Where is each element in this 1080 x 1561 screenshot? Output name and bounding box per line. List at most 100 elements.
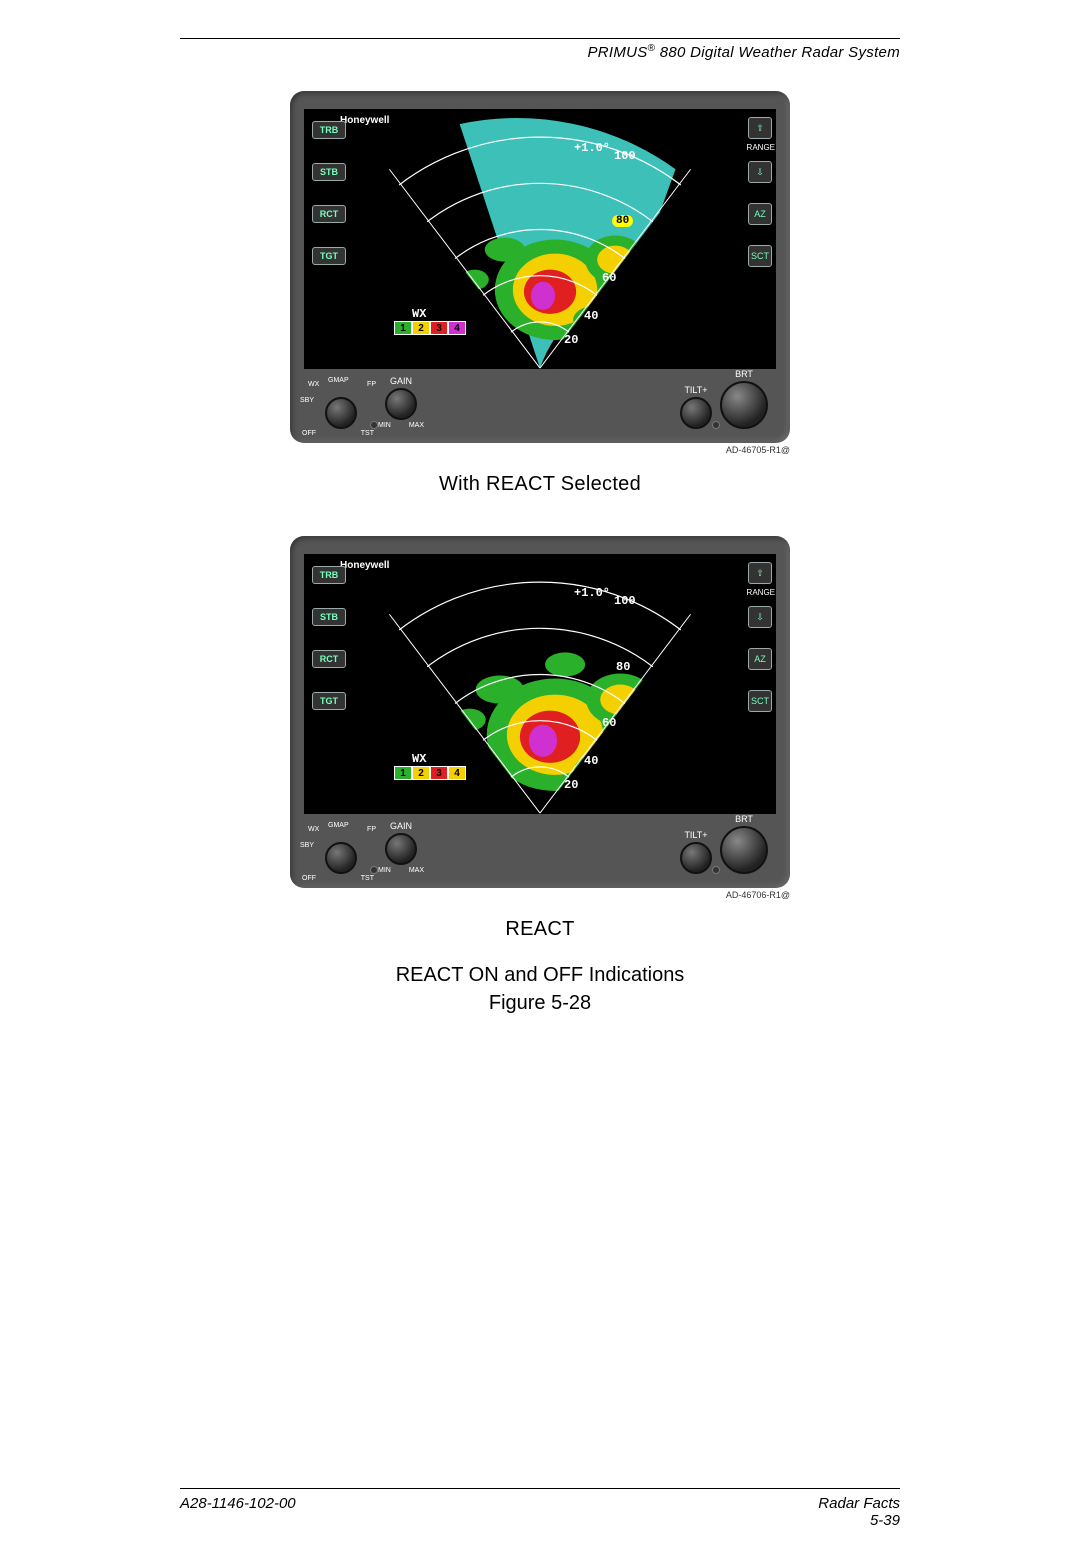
gain-label: GAIN <box>390 821 412 831</box>
gain-group: GAIN MIN MAX <box>378 376 424 429</box>
radar-bezel: Honeywell <box>290 91 790 443</box>
control-panel: WX GMAP FP TST SBY OFF GAIN MIN <box>304 814 776 874</box>
wx-level-4: 4 <box>448 766 466 780</box>
rct-button[interactable]: RCT <box>312 650 346 668</box>
gain-label: GAIN <box>390 376 412 386</box>
tilt-label: TILT+ <box>684 830 707 840</box>
tilt-knob[interactable] <box>680 842 712 874</box>
tilt-group: TILT+ <box>680 830 712 874</box>
footer-page-number: 5-39 <box>180 1512 900 1529</box>
tgt-button[interactable]: TGT <box>312 247 346 265</box>
range-80: 80 <box>616 660 630 674</box>
figure-id-1: AD-46705-R1@ <box>290 445 790 455</box>
range-60: 60 <box>602 716 616 730</box>
mode-selector-group: WX GMAP FP TST SBY OFF <box>312 834 370 874</box>
footer-doc-number: A28-1146-102-00 <box>180 1495 296 1512</box>
radar-arcs-svg <box>304 554 776 814</box>
header-tm: ® <box>648 43 656 54</box>
wx-legend: WX 1 2 3 4 <box>394 752 466 780</box>
az-button[interactable]: AZ <box>748 648 772 670</box>
range-label: RANGE <box>747 588 775 597</box>
tilt-readout: +1.0° <box>574 141 610 155</box>
range-down-button[interactable]: ⇩ <box>748 606 772 628</box>
gain-max: MAX <box>409 422 424 429</box>
arrow-down-icon: ⇩ <box>756 612 764 623</box>
screw-icon <box>712 421 720 429</box>
header-rule <box>180 38 900 39</box>
arrow-down-icon: ⇩ <box>756 167 764 178</box>
mode-sby: SBY <box>300 842 314 849</box>
tgt-button[interactable]: TGT <box>312 692 346 710</box>
wx-level-1: 1 <box>394 766 412 780</box>
mode-wx: WX <box>308 381 319 388</box>
wx-level-3: 3 <box>430 321 448 335</box>
brt-knob[interactable] <box>720 826 768 874</box>
rct-button[interactable]: RCT <box>312 205 346 223</box>
brt-label: BRT <box>735 369 753 379</box>
range-100: 100 <box>614 149 636 163</box>
gain-min: MIN <box>378 422 391 429</box>
wx-level-2: 2 <box>412 321 430 335</box>
mode-fp: FP <box>367 381 376 388</box>
sct-button[interactable]: SCT <box>748 690 772 712</box>
mode-off: OFF <box>302 875 316 882</box>
footer-section: Radar Facts <box>818 1495 900 1512</box>
wx-legend: WX 1 2 3 4 <box>394 307 466 335</box>
wx-legend-text: WX <box>412 752 426 766</box>
mode-fp: FP <box>367 826 376 833</box>
range-40: 40 <box>584 309 598 323</box>
wx-level-4: 4 <box>448 321 466 335</box>
stb-button[interactable]: STB <box>312 163 346 181</box>
mode-wx: WX <box>308 826 319 833</box>
mode-off: OFF <box>302 430 316 437</box>
figure-title-line2: Figure 5-28 <box>180 989 900 1017</box>
figure-id-2: AD-46706-R1@ <box>290 890 790 900</box>
stb-button[interactable]: STB <box>312 608 346 626</box>
tilt-knob[interactable] <box>680 397 712 429</box>
footer-rule <box>180 1488 900 1489</box>
wx-level-2: 2 <box>412 766 430 780</box>
mode-gmap: GMAP <box>328 377 349 384</box>
radar-arcs-svg <box>304 109 776 369</box>
mode-selector-group: WX GMAP FP TST SBY OFF <box>312 389 370 429</box>
sct-button[interactable]: SCT <box>748 245 772 267</box>
mode-gmap: GMAP <box>328 822 349 829</box>
range-up-button[interactable]: ⇧ <box>748 117 772 139</box>
gain-group: GAIN MIN MAX <box>378 821 424 874</box>
trb-button[interactable]: TRB <box>312 566 346 584</box>
screw-icon <box>712 866 720 874</box>
radar-display-react-on: Honeywell <box>290 91 790 455</box>
brt-label: BRT <box>735 814 753 824</box>
range-label: RANGE <box>747 143 775 152</box>
range-up-button[interactable]: ⇧ <box>748 562 772 584</box>
tilt-label: TILT+ <box>684 385 707 395</box>
trb-button[interactable]: TRB <box>312 121 346 139</box>
gain-knob[interactable] <box>385 833 417 865</box>
wx-legend-text: WX <box>412 307 426 321</box>
range-60: 60 <box>602 271 616 285</box>
arrow-up-icon: ⇧ <box>756 568 764 579</box>
range-down-button[interactable]: ⇩ <box>748 161 772 183</box>
arrow-up-icon: ⇧ <box>756 123 764 134</box>
tilt-group: TILT+ <box>680 385 712 429</box>
range-20: 20 <box>564 333 578 347</box>
az-button[interactable]: AZ <box>748 203 772 225</box>
tilt-readout: +1.0° <box>574 586 610 600</box>
brt-knob[interactable] <box>720 381 768 429</box>
gain-knob[interactable] <box>385 388 417 420</box>
header-product: PRIMUS <box>587 44 647 61</box>
brt-group: BRT <box>720 814 768 874</box>
radar-bezel: Honeywell <box>290 536 790 888</box>
gain-min: MIN <box>378 867 391 874</box>
header-text: PRIMUS® 880 Digital Weather Radar System <box>180 43 900 61</box>
radar-display-react-off: Honeywell <box>290 536 790 900</box>
brt-group: BRT <box>720 369 768 429</box>
radar-screen: Honeywell <box>304 554 776 814</box>
range-80-highlighted: 80 <box>612 215 633 227</box>
mode-tst: TST <box>361 430 374 437</box>
caption-1: With REACT Selected <box>180 473 900 496</box>
mode-labels: WX GMAP FP TST SBY OFF <box>306 383 376 435</box>
radar-screen: Honeywell <box>304 109 776 369</box>
mode-tst: TST <box>361 875 374 882</box>
range-20: 20 <box>564 778 578 792</box>
